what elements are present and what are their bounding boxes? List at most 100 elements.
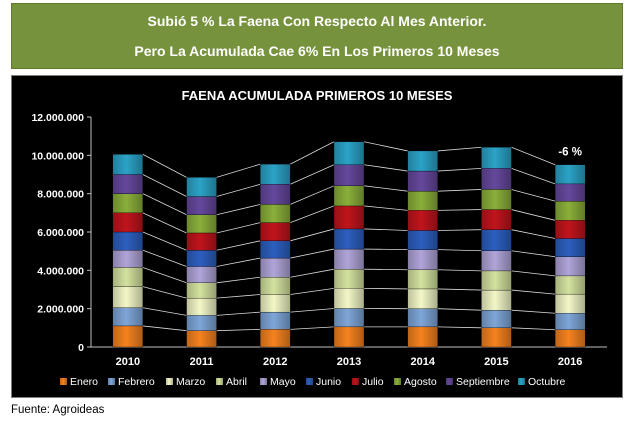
series-connector-line [290,228,335,242]
bar-segment-2010-mayo [112,250,144,268]
chart-panel: FAENA ACUMULADA PRIMEROS 10 MESES 0 2.000.… [11,75,623,398]
y-tick-label: 8.000.000 [37,189,84,201]
legend-swatch-septiembre [446,378,453,385]
bar-segment-2011-julio [186,232,217,251]
bar-segment-2016-octubre [554,164,586,185]
series-connector-line [290,185,335,205]
series-connector-line [363,268,408,271]
series-connector-line [216,328,261,332]
bar-segment-2010-octubre [112,154,144,175]
bar-segment-2011-abril [186,282,217,299]
bar-segment-2013-abril [333,269,365,289]
bar-segment-2016-junio [554,238,586,257]
bar-segment-2014-junio [407,230,438,250]
x-tick-label: 2012 [263,356,287,368]
bar-segment-2014-julio [407,210,438,231]
bar-segment-2012-septiembre [260,184,291,205]
series-connector-line [142,154,187,178]
bar-segment-2010-julio [112,212,144,233]
legend-label-febrero: Febrero [118,376,155,388]
x-tick-label: 2014 [410,356,435,368]
series-connector-line [216,183,261,197]
x-tick-label: 2010 [116,356,140,368]
legend-swatch-junio [306,378,313,385]
bar-segment-2014-agosto [407,191,438,211]
bar-segment-2014-enero [407,326,438,348]
series-connector-line [511,327,556,331]
bar-segment-2013-agosto [333,185,365,207]
series-connector-line [511,309,556,314]
legend-label-agosto: Agosto [404,376,437,388]
x-tick-label: 2016 [558,356,582,368]
bar-segment-2015-julio [481,209,512,230]
bar-segment-2013-octubre [333,141,365,165]
legend-swatch-julio [352,378,359,385]
series-connector-line [142,249,187,267]
series-connector-line [216,276,261,284]
bar-segment-2013-julio [333,205,365,230]
series-connector-line [437,189,482,192]
series-connector-line [142,193,187,216]
bar-segment-2012-agosto [260,204,291,223]
series-connector-line [437,167,482,172]
bar-segment-2011-mayo [186,266,217,283]
bar-segment-2010-enero [112,325,144,348]
series-connector-line [290,268,335,278]
series-connector-line [437,288,482,291]
legend-label-abril: Abril [226,376,247,388]
y-tick-label: 2.000.000 [37,304,84,316]
series-connector-line [290,287,335,295]
series-connector-line [363,141,408,152]
series-connector-line [511,167,556,185]
series-connector-line [437,326,482,329]
bar-segment-2010-junio [112,231,144,251]
bar-segment-2014-febrero [407,308,438,328]
series-connector-line [290,326,335,330]
bar-segment-2010-septiembre [112,174,144,194]
series-connector-line [511,270,556,277]
legend-swatch-marzo [166,378,173,385]
series-connector-line [216,222,261,234]
bar-segment-2014-septiembre [407,170,438,192]
legend-label-marzo: Marzo [176,376,205,388]
bar-segment-2012-mayo [260,257,291,278]
headline-banner: Subió 5 % La Faena Con Respecto Al Mes A… [11,3,623,69]
series-connector-line [216,163,261,178]
stacked-bar-chart: FAENA ACUMULADA PRIMEROS 10 MESES 0 2.000.… [31,88,607,388]
series-connector-line [437,249,482,252]
series-connector-line [142,231,187,251]
bar-segment-2016-febrero [554,313,586,330]
series-connector-line [363,205,408,211]
series-connector-line [437,146,482,152]
legend-label-octubre: Octubre [528,376,566,388]
bar-segment-2015-abril [481,270,512,291]
series-connector-line [290,205,335,223]
bar-segment-2016-marzo [554,293,586,314]
series-connector-line [216,311,261,316]
bar-segment-2015-mayo [481,250,512,272]
bar-segment-2010-abril [112,267,144,287]
legend-swatch-abril [216,378,223,385]
series-connector-line [511,229,556,239]
bar-segment-2011-octubre [186,177,217,197]
legend-label-mayo: Mayo [270,376,296,388]
legend-label-junio: Junio [316,376,341,388]
bar-segment-2012-febrero [260,311,291,330]
series-connector-line [511,146,556,166]
series-connector-line [511,189,556,202]
headline-line-2: Pero La Acumulada Cae 6% En Los Primeros… [134,43,500,59]
bar-segment-2016-mayo [554,256,586,277]
x-tick-label: 2011 [190,356,214,368]
bar-segment-2010-febrero [112,307,144,327]
series-connector-line [142,286,187,299]
bar-segment-2013-mayo [333,248,365,270]
series-connector-line [511,209,556,221]
series-connector-line [216,204,261,216]
bar-segment-2011-junio [186,250,217,267]
bar-segment-2015-octubre [481,147,512,169]
legend-label-septiembre: Septiembre [456,376,510,388]
bar-segment-2014-abril [407,269,438,290]
bar-segment-2010-agosto [112,193,144,213]
bar-segment-2016-enero [554,329,586,348]
bar-segment-2015-marzo [481,289,512,311]
